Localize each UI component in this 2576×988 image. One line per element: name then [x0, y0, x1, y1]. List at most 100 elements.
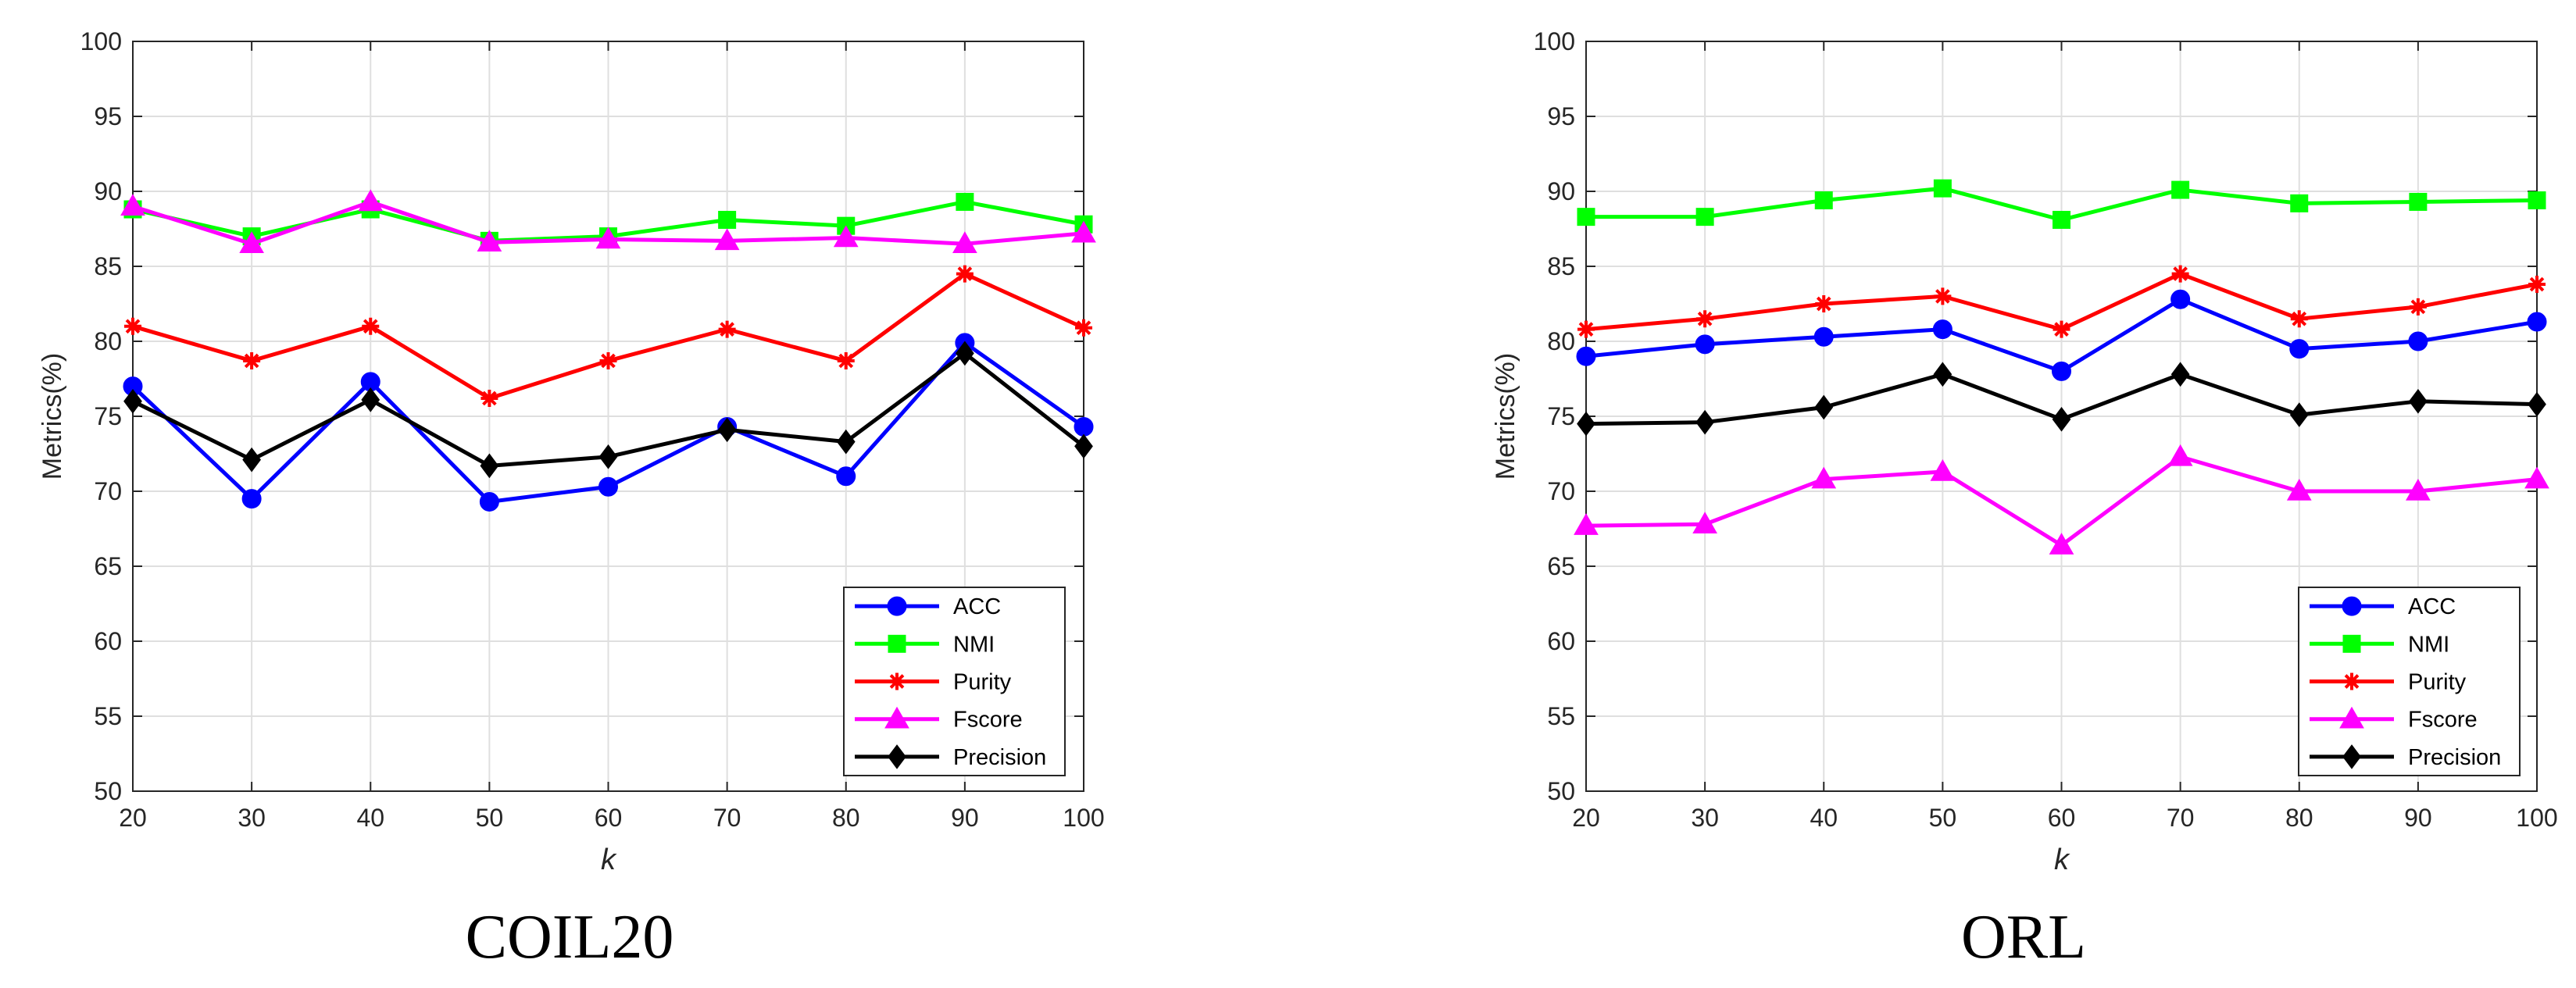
- data-point-nmi: [1695, 208, 1714, 226]
- series-precision: [1577, 362, 2546, 437]
- y-tick-label: 95: [94, 102, 122, 130]
- y-axis-label: Metrics(%): [38, 353, 67, 480]
- x-tick-label: 80: [2285, 804, 2313, 832]
- data-point-fscore: [595, 226, 621, 249]
- data-point-purity: [362, 317, 380, 335]
- series-fscore: [1574, 444, 2549, 555]
- data-point-precision: [598, 444, 618, 469]
- y-tick-label: 80: [1547, 327, 1575, 355]
- y-axis-label: Metrics(%): [1491, 353, 1520, 480]
- data-point-acc: [836, 466, 856, 487]
- legend-label-fscore: Fscore: [2408, 708, 2478, 733]
- y-tick-label: 95: [1547, 102, 1575, 130]
- data-point-precision: [2528, 391, 2546, 417]
- legend-marker-nmi: [888, 634, 906, 653]
- data-point-precision: [361, 387, 381, 412]
- data-point-nmi: [1577, 208, 1595, 226]
- data-point-fscore: [1574, 513, 1599, 535]
- y-tick-label: 60: [1547, 627, 1575, 655]
- data-point-fscore: [2524, 466, 2549, 489]
- data-point-fscore: [239, 231, 264, 253]
- y-tick-label: 75: [1547, 402, 1575, 430]
- data-point-fscore: [952, 231, 977, 253]
- legend-marker-acc: [2342, 596, 2362, 616]
- legend: ACC NMI Purity Fscore Precision: [843, 587, 1066, 776]
- legend-marker-fscore: [2339, 706, 2364, 729]
- x-tick-label: 70: [2167, 804, 2195, 832]
- data-point-purity: [1934, 287, 1952, 305]
- x-tick-label: 40: [356, 804, 384, 832]
- y-tick-label: 60: [94, 627, 122, 655]
- y-tick-label: 90: [94, 177, 122, 205]
- data-point-precision: [2170, 362, 2190, 387]
- series-purity: [124, 265, 1092, 407]
- data-point-fscore: [2406, 478, 2431, 501]
- data-point-precision: [2409, 388, 2428, 414]
- legend-marker-fscore: [884, 706, 909, 729]
- data-point-nmi: [1933, 179, 1952, 198]
- legend-marker-precision: [888, 744, 906, 769]
- data-point-precision: [123, 388, 142, 414]
- series-nmi: [1577, 179, 2546, 229]
- x-tick-label: 80: [832, 804, 860, 832]
- data-point-purity: [124, 317, 141, 335]
- y-tick-label: 100: [1534, 27, 1575, 55]
- data-point-precision: [480, 453, 499, 479]
- data-point-acc: [598, 476, 618, 497]
- x-tick-label: 40: [1810, 804, 1838, 832]
- legend-label-purity: Purity: [2408, 670, 2467, 695]
- x-tick-label: 70: [713, 804, 741, 832]
- data-point-nmi: [2171, 180, 2190, 199]
- x-axis-label: k: [2054, 844, 2070, 876]
- chart-caption: ORL: [1961, 903, 2086, 972]
- data-point-precision: [1577, 411, 1595, 437]
- series-fscore: [120, 189, 1096, 253]
- data-point-acc: [1576, 346, 1596, 366]
- chart-caption: COIL20: [466, 903, 674, 972]
- data-point-fscore: [358, 189, 384, 212]
- data-point-acc: [479, 491, 499, 512]
- legend-label-fscore: Fscore: [953, 708, 1023, 733]
- data-point-fscore: [1930, 459, 1956, 481]
- data-point-fscore: [833, 225, 859, 248]
- x-tick-label: 100: [1063, 804, 1104, 832]
- legend-label-precision: Precision: [953, 745, 1046, 770]
- data-point-fscore: [120, 194, 145, 216]
- data-point-acc: [1813, 326, 1834, 347]
- data-point-nmi: [718, 210, 737, 229]
- data-point-nmi: [2290, 194, 2309, 212]
- data-point-acc: [1074, 416, 1094, 437]
- legend-marker-purity: [2343, 672, 2360, 690]
- data-point-acc: [1932, 319, 1953, 340]
- y-tick-label: 55: [94, 702, 122, 730]
- series-precision: [123, 341, 1093, 479]
- legend-marker-nmi: [2342, 634, 2361, 653]
- data-point-nmi: [956, 192, 974, 211]
- data-point-purity: [1815, 295, 1833, 312]
- data-point-precision: [1074, 433, 1093, 459]
- data-point-purity: [1577, 320, 1595, 338]
- x-tick-label: 90: [2404, 804, 2432, 832]
- data-point-purity: [837, 351, 855, 369]
- legend: ACC NMI Purity Fscore Precision: [2298, 587, 2521, 776]
- x-tick-label: 30: [238, 804, 266, 832]
- data-point-purity: [1696, 310, 1714, 328]
- data-point-precision: [956, 341, 974, 366]
- x-tick-label: 20: [119, 804, 147, 832]
- series-purity: [1577, 265, 2546, 338]
- data-point-purity: [2290, 310, 2308, 328]
- series-acc: [1576, 289, 2547, 381]
- legend-label-nmi: NMI: [953, 632, 995, 657]
- data-point-precision: [2289, 402, 2309, 427]
- data-point-fscore: [714, 228, 740, 251]
- x-tick-label: 100: [2516, 804, 2557, 832]
- y-tick-label: 70: [1547, 477, 1575, 505]
- data-point-purity: [1075, 319, 1092, 337]
- x-tick-label: 60: [595, 804, 623, 832]
- data-point-nmi: [2053, 210, 2070, 229]
- y-tick-label: 55: [1547, 702, 1575, 730]
- y-tick-label: 70: [94, 477, 122, 505]
- legend-marker-purity: [888, 672, 906, 690]
- legend-label-acc: ACC: [2408, 594, 2456, 619]
